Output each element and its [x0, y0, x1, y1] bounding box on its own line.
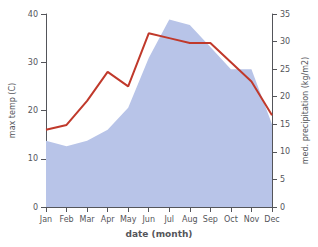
svg-text:Nov: Nov: [244, 215, 260, 224]
svg-text:0: 0: [33, 203, 38, 212]
svg-text:Aug: Aug: [182, 215, 198, 224]
svg-text:med. precipitation (kg/m2): med. precipitation (kg/m2): [301, 57, 310, 164]
svg-text:Jun: Jun: [141, 215, 155, 224]
svg-text:0: 0: [280, 203, 285, 212]
svg-text:35: 35: [280, 10, 290, 19]
svg-text:5: 5: [280, 175, 285, 184]
svg-text:30: 30: [280, 37, 290, 46]
svg-text:Oct: Oct: [224, 215, 238, 224]
svg-text:max temp (C): max temp (C): [8, 83, 17, 138]
svg-text:Jan: Jan: [39, 215, 52, 224]
svg-text:25: 25: [280, 65, 290, 74]
svg-text:Apr: Apr: [101, 215, 116, 224]
svg-text:20: 20: [280, 92, 290, 101]
svg-text:15: 15: [280, 120, 290, 129]
svg-text:10: 10: [28, 154, 38, 163]
svg-text:Dec: Dec: [264, 215, 279, 224]
svg-text:40: 40: [28, 10, 38, 19]
svg-text:May: May: [120, 215, 137, 224]
svg-text:Mar: Mar: [80, 215, 96, 224]
svg-text:Feb: Feb: [59, 215, 73, 224]
svg-text:Sep: Sep: [203, 215, 218, 224]
svg-text:date (month): date (month): [126, 229, 193, 239]
svg-text:10: 10: [280, 147, 290, 156]
svg-text:Jul: Jul: [163, 215, 174, 224]
svg-text:30: 30: [28, 58, 38, 67]
svg-text:20: 20: [28, 106, 38, 115]
